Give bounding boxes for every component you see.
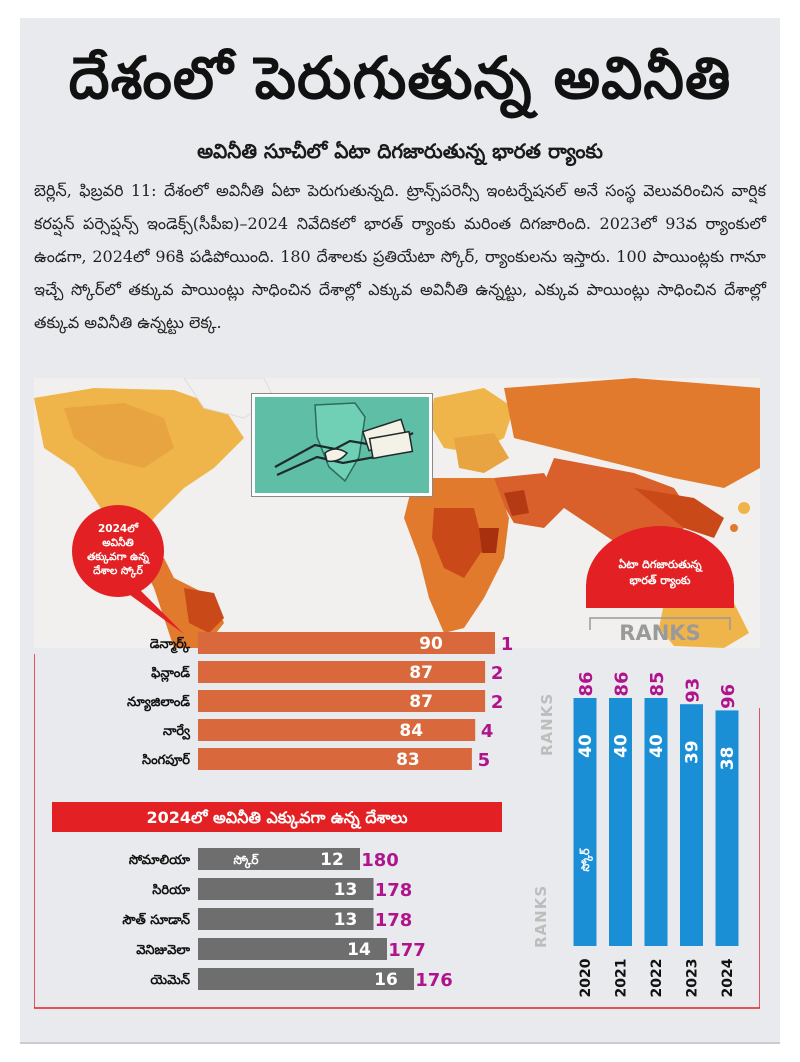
most-corrupt-score-label: 16	[374, 970, 398, 990]
india-rank-badge	[586, 526, 734, 586]
india-score-label: 38	[718, 747, 738, 771]
most-corrupt-banner	[52, 802, 502, 832]
least-corrupt-rank-label: 1	[501, 634, 514, 655]
least-corrupt-badge-text: 2024లో	[98, 522, 139, 535]
india-score-label: 40	[647, 734, 667, 758]
world-map-shapes	[34, 378, 760, 648]
most-corrupt-rank-label: 178	[375, 880, 413, 901]
most-corrupt-bar	[198, 968, 414, 990]
most-corrupt-bar	[198, 908, 374, 930]
india-year-label: 2022	[649, 959, 665, 998]
india-rank-badge-base	[586, 584, 734, 608]
least-corrupt-score-label: 87	[409, 663, 433, 683]
most-corrupt-score-caption: స్కోర్	[233, 853, 259, 869]
india-year-label: 2020	[578, 958, 594, 997]
most-corrupt-score-label: 13	[334, 910, 358, 930]
india-year-label: 2021	[614, 959, 630, 998]
least-corrupt-ranks-axis-label: RANKS	[538, 693, 556, 756]
handshake-money-illustration	[252, 394, 432, 496]
most-corrupt-country-label: సోమాలియా	[129, 853, 190, 868]
india-ranks-header: RANKS	[619, 621, 700, 645]
least-corrupt-score-label: 84	[399, 721, 423, 741]
india-year-label: 2024	[720, 958, 736, 997]
india-score-caption: స్కోర్	[579, 848, 593, 871]
headline: దేశంలో పెరుగుతున్న అవినీతి	[68, 44, 732, 112]
most-corrupt-bar	[198, 848, 360, 870]
least-corrupt-country-label: నార్వే	[163, 723, 191, 740]
india-year-label: 2023	[685, 959, 701, 998]
infographic-panel: దేశంలో పెరుగుతున్న అవినీతి అవినీతి సూచీల…	[20, 18, 780, 1044]
india-score-label: 39	[683, 740, 703, 764]
charts-svg: 2024లోఅవినీతి తక్కువగా ఉన్నదేశాల స్కోర్ డె…	[33, 505, 761, 1018]
least-corrupt-score-label: 83	[396, 750, 420, 770]
most-corrupt-rank-label: 177	[388, 940, 426, 961]
least-corrupt-rank-label: 2	[491, 692, 504, 713]
india-score-bar	[609, 698, 632, 946]
most-corrupt-score-label: 14	[347, 940, 371, 960]
india-score-label: 40	[612, 734, 632, 758]
india-rank-label: 86	[576, 671, 597, 696]
india-ranks-bracket	[589, 617, 731, 630]
least-corrupt-bar	[198, 690, 486, 712]
article-body: బెర్లిన్, ఫిబ్రవరి 11: దేశంలో అవినీతి ఏట…	[34, 181, 766, 332]
least-corrupt-bar	[198, 632, 495, 654]
most-corrupt-title: 2024లో అవినీతి ఎక్కువగా ఉన్న దేశాలు	[146, 808, 408, 829]
least-corrupt-badge-text: దేశాల స్కోర్	[93, 564, 143, 578]
india-rank-label: 96	[718, 684, 739, 709]
least-corrupt-bar	[198, 661, 486, 683]
india-score-bar	[573, 698, 597, 946]
india-rank-label: 93	[683, 678, 704, 703]
most-corrupt-country-label: వెనిజువెలా	[136, 943, 190, 958]
india-rank-badge-line1: ఏటా దిగజారుతున్న	[618, 558, 703, 572]
least-corrupt-country-label: ఫిన్లాండ్	[151, 665, 190, 683]
least-corrupt-badge-text: తక్కువగా ఉన్న	[87, 551, 150, 564]
least-corrupt-badge	[72, 505, 164, 597]
least-corrupt-rank-label: 4	[481, 721, 494, 742]
most-corrupt-rank-label: 178	[375, 910, 413, 931]
world-map-graphic	[34, 378, 760, 648]
most-corrupt-rank-label: 180	[361, 850, 399, 871]
least-corrupt-country-label: సింగపూర్	[142, 752, 190, 768]
least-corrupt-badge-text: అవినీతి	[102, 536, 134, 549]
most-corrupt-country-label: సౌత్ సూడాన్	[122, 912, 190, 928]
most-corrupt-score-label: 12	[320, 850, 344, 870]
most-corrupt-bar	[198, 938, 387, 960]
most-corrupt-ranks-axis-label: RANKS	[532, 885, 550, 948]
least-corrupt-country-label: డెన్మార్క్	[150, 636, 191, 654]
least-corrupt-country-label: న్యూజిలాండ్	[127, 694, 190, 712]
least-corrupt-score-label: 87	[409, 692, 433, 712]
least-corrupt-badge-pointer	[126, 584, 184, 634]
india-score-bar	[680, 704, 703, 946]
least-corrupt-bar	[198, 748, 472, 770]
least-corrupt-rank-label: 5	[478, 750, 491, 771]
least-corrupt-bar	[198, 719, 476, 741]
most-corrupt-rank-label: 176	[415, 970, 453, 991]
charts-area: 2024లో అవినీతి తక్కువగా ఉన్న దేశాల స్కోర్ డె…	[33, 378, 761, 1018]
most-corrupt-country-label: యెమెన్	[150, 972, 190, 988]
india-rank-label: 86	[612, 671, 633, 696]
least-corrupt-score-label: 90	[419, 634, 443, 654]
subheadline: అవినీతి సూచీలో ఏటా దిగజారుతున్న భారత ర్య…	[197, 139, 603, 163]
india-rank-label: 85	[647, 671, 668, 696]
india-score-bar	[644, 698, 668, 946]
most-corrupt-country-label: సిరియా	[152, 883, 190, 898]
least-corrupt-rank-label: 2	[491, 663, 504, 684]
india-rank-badge-line2: భారత్ ర్యాంకు	[630, 574, 691, 589]
most-corrupt-score-label: 13	[334, 880, 358, 900]
india-score-bar	[715, 710, 739, 946]
most-corrupt-bar	[198, 878, 374, 900]
india-score-label: 40	[576, 734, 596, 758]
